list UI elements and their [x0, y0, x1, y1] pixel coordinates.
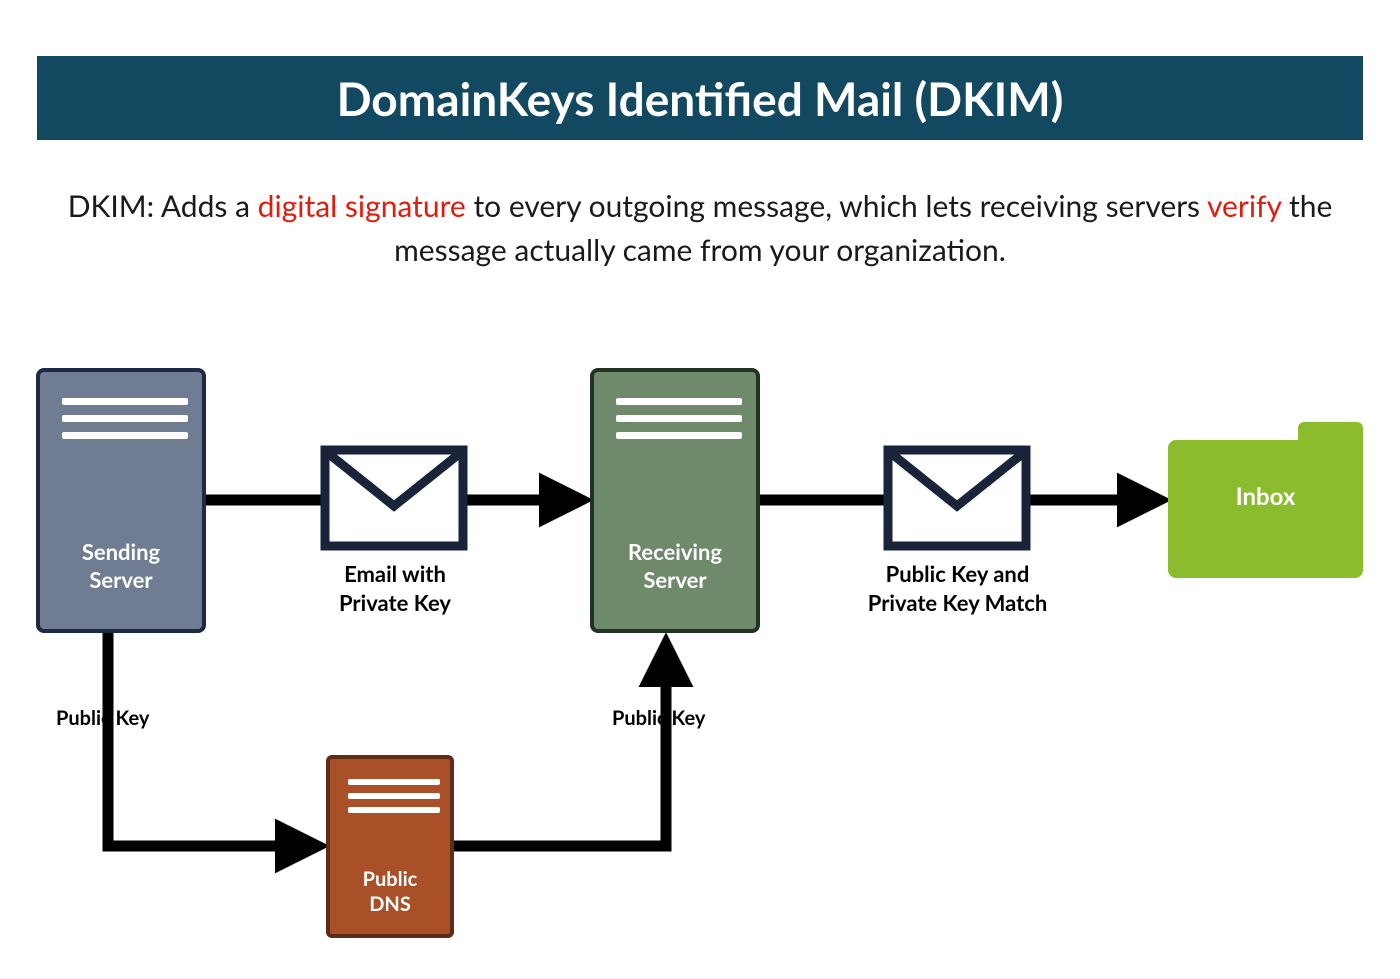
caption-email-private-key-l2: Private Key	[339, 589, 451, 616]
caption-key-match-l1: Public Key and	[886, 560, 1030, 587]
envelope-icon	[888, 450, 1026, 546]
caption-public-key-left: Public Key	[56, 706, 149, 730]
inbox-label: Inbox	[1168, 482, 1363, 511]
caption-public-key-right: Public Key	[612, 706, 705, 730]
caption-key-match: Public Key and Private Key Match	[830, 560, 1085, 617]
receiving-server-label-l1: Receiving	[628, 538, 722, 565]
receiving-server-node: Receiving Server	[590, 368, 760, 633]
public-dns-label-l2: DNS	[369, 892, 411, 916]
arrow-sending-to-dns	[108, 633, 310, 846]
arrow-dns-to-receiving	[454, 652, 666, 846]
sending-server-label-l1: Sending	[82, 538, 160, 565]
caption-email-private-key-l1: Email with	[344, 560, 446, 587]
public-dns-label-l1: Public	[363, 867, 418, 891]
sending-server-label-l2: Server	[89, 566, 152, 593]
caption-key-match-l2: Private Key Match	[868, 589, 1048, 616]
caption-email-private-key: Email with Private Key	[280, 560, 510, 617]
sending-server-node: Sending Server	[36, 368, 206, 633]
receiving-server-label-l2: Server	[643, 566, 706, 593]
envelope-icon	[325, 450, 463, 546]
public-dns-node: Public DNS	[326, 755, 454, 938]
